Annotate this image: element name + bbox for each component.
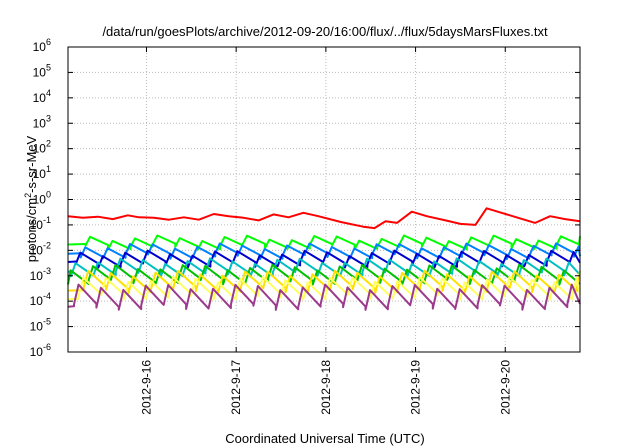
y-tick-label: 10-6 xyxy=(30,342,51,359)
grid xyxy=(68,47,580,352)
y-tick-label: 10-4 xyxy=(30,291,51,308)
series-line-5 xyxy=(67,257,581,278)
series-line-2 xyxy=(67,234,581,251)
series-line-1 xyxy=(67,207,581,230)
y-tick-label: 104 xyxy=(33,88,51,105)
y-tick-label: 105 xyxy=(33,62,51,79)
y-tick-label: 103 xyxy=(33,113,51,130)
x-tick-label: 2012-9-19 xyxy=(409,360,423,415)
x-tick-label: 2012-9-20 xyxy=(498,360,512,415)
x-tick-label: 2012-9-18 xyxy=(319,360,333,415)
series-line-8 xyxy=(67,275,581,301)
y-axis-label-main: protons/cm xyxy=(24,198,39,262)
x-axis-label: Coordinated Universal Time (UTC) xyxy=(225,431,424,446)
y-tick-label: 101 xyxy=(33,164,51,181)
y-tick-label: 100 xyxy=(33,190,51,207)
y-axis-label-unit: -s-sr-MeV xyxy=(24,135,39,192)
x-tick-label: 2012-9-17 xyxy=(229,360,243,415)
y-tick-label: 10-1 xyxy=(30,215,51,232)
x-axis: 2012-9-16 2012-9-17 2012-9-18 2012-9-19 2012… xyxy=(139,47,512,415)
series-line-6 xyxy=(67,263,581,286)
series-line-9 xyxy=(67,283,581,311)
y-tick-label: 102 xyxy=(33,139,51,156)
chart-title: /data/run/goesPlots/archive/2012-09-20/1… xyxy=(102,24,548,39)
y-axis-label: protons/cm2-s-sr-MeV xyxy=(23,135,39,262)
y-tick-label: 10-5 xyxy=(30,317,51,334)
series-group xyxy=(67,207,581,311)
y-axis: 10-6 10-5 10-4 10-3 10-2 10-1 100 101 102 103 104 1… xyxy=(30,37,580,359)
y-axis-label-sup: 2 xyxy=(23,193,33,198)
x-tick-label: 2012-9-16 xyxy=(139,360,153,415)
y-tick-label: 10-3 xyxy=(30,266,51,283)
y-tick-label: 10-2 xyxy=(30,240,51,257)
y-tick-label: 106 xyxy=(33,37,51,54)
